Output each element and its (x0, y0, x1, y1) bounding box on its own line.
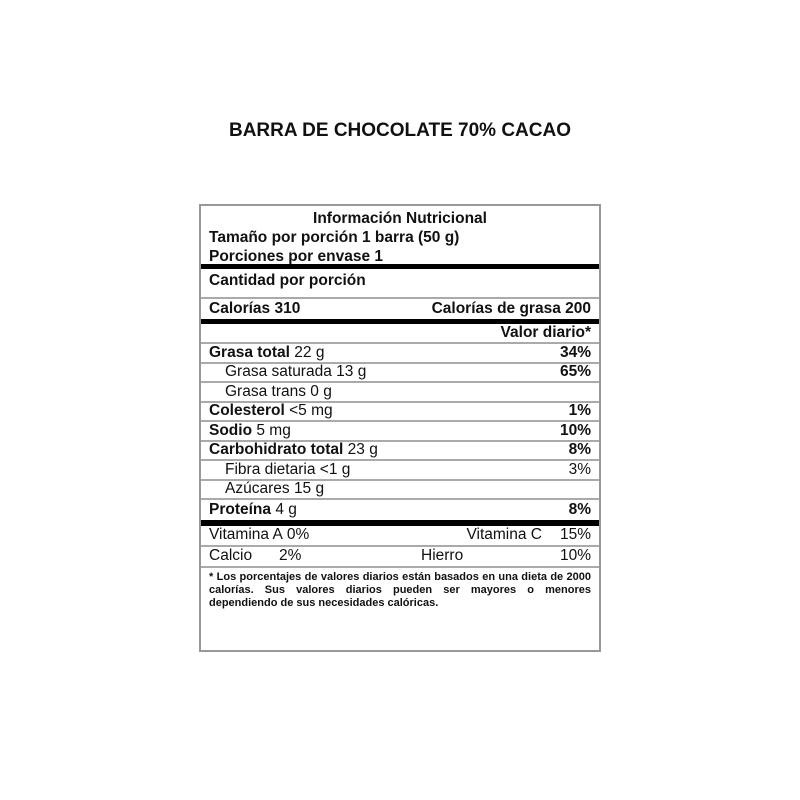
nutrient-amount: 0 g (310, 382, 332, 400)
nutrient-amount: 13 g (336, 363, 367, 381)
nutrient-label: Colesterol <5 mg (209, 402, 333, 420)
calories-row: Calorías 310 Calorías de grasa 200 (201, 299, 599, 319)
nutrient-amount: <5 mg (289, 402, 333, 420)
nutrient-label: Azúcares 15 g (225, 480, 324, 498)
calories: Calorías 310 (209, 300, 301, 317)
nutrient-name: Grasa total (209, 343, 290, 361)
nutrient-daily-value: 10% (559, 421, 591, 439)
nutrient-daily-value: 8% (568, 500, 591, 518)
nutrient-daily-value: 1% (568, 402, 591, 420)
nutrient-amount: 15 g (293, 480, 325, 498)
vitamin-row: Calcio 2% Hierro 10% (201, 547, 599, 568)
divider-thick (201, 264, 599, 269)
amount-per-serving: Cantidad por porción (201, 269, 599, 297)
nutrition-facts-label: Información Nutricional Tamaño por porci… (199, 204, 601, 652)
amount-per-serving-text: Cantidad por porción (209, 272, 366, 289)
nutrient-row: Proteína 4 g 8% (201, 500, 599, 520)
nutrient-name: Grasa trans (225, 382, 306, 400)
nutrient-label: Grasa saturada 13 g (225, 363, 366, 381)
nutrient-label: Sodio 5 mg (209, 422, 291, 440)
nutrient-amount: 22 g (294, 343, 325, 361)
nutrient-row: Sodio 5 mg 10% (201, 422, 599, 442)
nutrient-name: Proteína (209, 500, 272, 518)
calories-from-fat: Calorías de grasa 200 (431, 300, 591, 317)
nutrient-name: Sodio (209, 421, 253, 439)
nutrient-amount: <1 g (319, 460, 351, 478)
nutrient-row: Azúcares 15 g (201, 480, 599, 500)
divider-thin (201, 297, 599, 299)
nutrient-row: Carbohidrato total 23 g 8% (201, 441, 599, 461)
nutrient-name: Fibra dietaria (225, 460, 316, 478)
nutrient-name: Colesterol (209, 402, 285, 420)
vitamin-left-value: 0% (286, 525, 310, 543)
product-title: BARRA DE CHOCOLATE 70% CACAO (228, 120, 572, 141)
nutrient-name: Azúcares (225, 480, 290, 498)
nutrient-amount: 5 mg (256, 421, 291, 439)
nutrient-label: Grasa trans 0 g (225, 383, 332, 401)
vitamin-list: Vitamina A 0% Vitamina C 15% Calcio 2% Hierro 1… (201, 526, 599, 568)
nutrient-amount: 4 g (275, 500, 297, 518)
daily-value-header: Valor diario* (201, 324, 599, 344)
nutrient-row: Fibra dietaria <1 g 3% (201, 461, 599, 481)
serving-size: Tamaño por porción 1 barra (50 g) (209, 229, 460, 246)
nutrient-label: Fibra dietaria <1 g (225, 461, 350, 479)
label-heading: Información Nutricional (313, 210, 487, 227)
vitamin-right-value: 15% (559, 525, 591, 543)
footnote: * Los porcentajes de valores diarios est… (209, 570, 591, 609)
nutrient-label: Grasa total 22 g (209, 344, 324, 362)
vitamin-left-name: Calcio (209, 546, 253, 564)
vitamin-right-name: Vitamina C (466, 525, 542, 543)
servings-per-container: Porciones por envase 1 (209, 248, 384, 265)
vitamin-row: Vitamina A 0% Vitamina C 15% (201, 526, 599, 547)
nutrient-row: Grasa saturada 13 g 65% (201, 363, 599, 383)
divider-thick (201, 319, 599, 324)
daily-value-header-text: Valor diario* (500, 324, 591, 341)
nutrient-row: Grasa total 22 g 34% (201, 344, 599, 364)
divider-thick (201, 519, 599, 526)
vitamin-left-name: Vitamina A (209, 525, 283, 543)
vitamin-left-value: 2% (279, 546, 302, 564)
label-header: Información Nutricional Tamaño por porci… (201, 206, 599, 265)
nutrient-daily-value: 65% (559, 363, 591, 381)
nutrient-daily-value: 8% (568, 441, 591, 459)
nutrient-label: Proteína 4 g (209, 501, 297, 519)
nutrient-amount: 23 g (347, 441, 378, 459)
vitamin-right-name: Hierro (421, 546, 464, 564)
nutrient-name: Carbohidrato total (209, 441, 344, 459)
nutrient-row: Grasa trans 0 g (201, 383, 599, 403)
nutrient-name: Grasa saturada (225, 363, 332, 381)
nutrient-daily-value: 3% (568, 460, 591, 478)
vitamin-right-value: 10% (559, 546, 591, 564)
nutrient-row: Colesterol <5 mg 1% (201, 402, 599, 422)
nutrient-daily-value: 34% (559, 343, 591, 361)
nutrient-label: Carbohidrato total 23 g (209, 441, 378, 459)
nutrient-list: Grasa total 22 g 34% Grasa saturada 13 g 65… (201, 344, 599, 520)
